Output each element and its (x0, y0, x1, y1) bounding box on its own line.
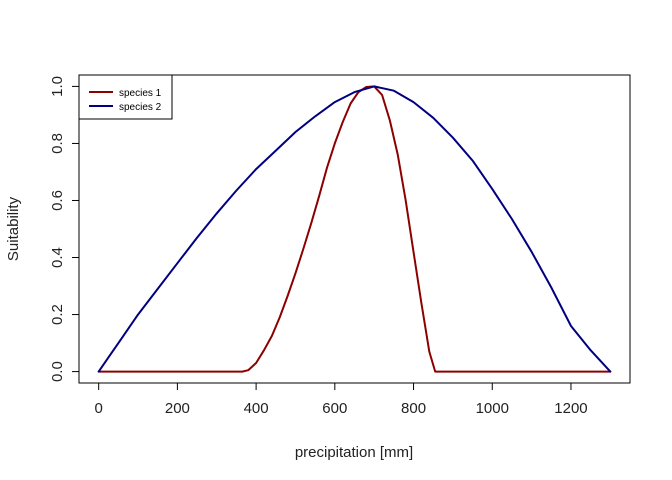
x-tick-label: 200 (165, 400, 190, 417)
y-tick-label: 0.2 (49, 304, 66, 325)
x-tick-label: 400 (244, 400, 269, 417)
x-tick-label: 1200 (554, 400, 587, 417)
y-axis: 0.0 0.2 0.4 0.6 0.8 1.0 (49, 76, 80, 382)
legend-label-species-2: species 2 (119, 102, 162, 113)
series-line-species-1 (97, 85, 612, 373)
x-tick-label: 1000 (476, 400, 509, 417)
x-tick-label: 600 (322, 400, 347, 417)
legend-box (78, 74, 173, 120)
x-axis: 0 200 400 600 800 1000 1200 (95, 382, 588, 417)
series-line-species-2 (97, 85, 612, 373)
plot-frame (78, 74, 631, 384)
y-tick-label: 0.4 (49, 247, 66, 268)
series-layer (97, 85, 612, 373)
y-tick-label: 0.6 (49, 190, 66, 211)
legend: species 1 species 2 (78, 74, 173, 120)
x-axis-label: precipitation [mm] (295, 444, 413, 461)
y-axis-label: Suitability (5, 196, 22, 261)
x-tick-label: 0 (95, 400, 103, 417)
y-tick-label: 0.0 (49, 361, 66, 382)
legend-label-species-1: species 1 (119, 88, 162, 99)
x-tick-label: 800 (401, 400, 426, 417)
y-tick-label: 1.0 (49, 76, 66, 97)
y-tick-label: 0.8 (49, 133, 66, 154)
